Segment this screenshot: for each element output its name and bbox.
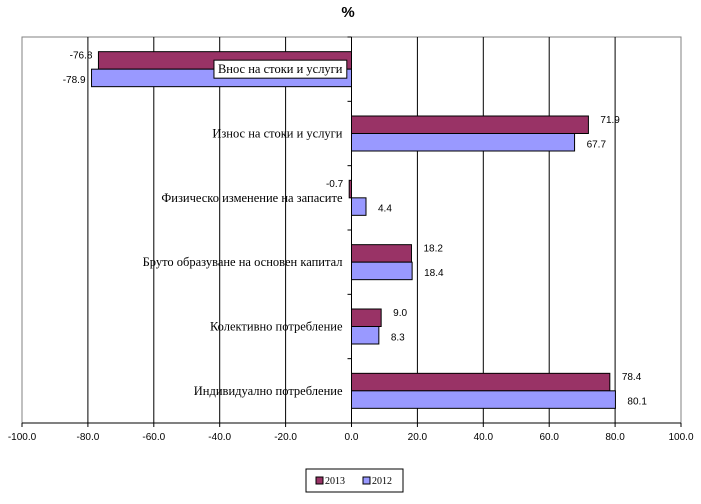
value-labels: -76.8 -78.9 71.9 67.7 -0.7 4.4 18.2 18.4 9.0 8.3 7… bbox=[63, 50, 648, 407]
data-label: 18.4 bbox=[424, 268, 444, 279]
x-tick-label: -60.0 bbox=[142, 432, 165, 443]
bar bbox=[351, 133, 576, 152]
legend-swatch bbox=[315, 476, 324, 485]
x-tick-label: -80.0 bbox=[77, 432, 100, 443]
bar bbox=[351, 308, 382, 327]
bar bbox=[351, 372, 611, 392]
category-labels: Внос на стоки и услуги Износ на стоки и у… bbox=[143, 59, 348, 398]
data-label: 67.7 bbox=[587, 139, 607, 150]
x-tick-label: -40.0 bbox=[208, 432, 231, 443]
data-label: 80.1 bbox=[627, 397, 647, 408]
category-label: Бруто образуване на основен капитал bbox=[143, 255, 343, 269]
data-label: -76.8 bbox=[70, 50, 93, 61]
bar bbox=[351, 390, 616, 409]
category-label-box bbox=[213, 59, 348, 79]
data-label: 9.0 bbox=[393, 308, 407, 319]
data-label: -0.7 bbox=[326, 179, 344, 190]
category-label: Внос на стоки и услуги bbox=[218, 62, 343, 76]
bar bbox=[351, 261, 413, 281]
category-label: Индивидуално потребление bbox=[194, 384, 343, 398]
x-tick-label: 0.0 bbox=[345, 432, 359, 443]
x-tick-label: 20.0 bbox=[408, 432, 428, 443]
legend-label: 2012 bbox=[372, 476, 392, 487]
x-tick-label: 100.0 bbox=[668, 432, 693, 443]
legend-box bbox=[305, 468, 404, 493]
legend-swatch bbox=[362, 476, 371, 485]
x-tick-label: -20.0 bbox=[274, 432, 297, 443]
legend: 2013 2012 bbox=[305, 468, 404, 493]
category-label: Износ на стоки и услуги bbox=[212, 127, 342, 141]
bar bbox=[351, 197, 367, 216]
x-axis: -100.0 -80.0 -60.0 -40.0 -20.0 0.0 20.0 40.0 60.… bbox=[8, 36, 694, 443]
data-label: 71.9 bbox=[600, 115, 620, 126]
data-label: -78.9 bbox=[63, 75, 86, 86]
legend-label: 2013 bbox=[325, 476, 345, 487]
bar bbox=[351, 244, 412, 263]
x-tick-label: -100.0 bbox=[8, 432, 37, 443]
x-tick-label: 60.0 bbox=[539, 432, 559, 443]
data-label: 78.4 bbox=[622, 372, 642, 383]
bar bbox=[351, 115, 589, 134]
chart-title: % bbox=[341, 4, 354, 21]
category-label: Физическо изменение на запасите bbox=[161, 191, 343, 205]
bar bbox=[351, 326, 380, 345]
category-label: Колективно потребление bbox=[210, 320, 343, 334]
x-tick-label: 80.0 bbox=[605, 432, 625, 443]
x-tick-label: 40.0 bbox=[474, 432, 494, 443]
data-label: 8.3 bbox=[391, 332, 405, 343]
data-label: 4.4 bbox=[378, 204, 392, 215]
gridlines bbox=[87, 37, 616, 423]
data-label: 18.2 bbox=[423, 243, 443, 254]
